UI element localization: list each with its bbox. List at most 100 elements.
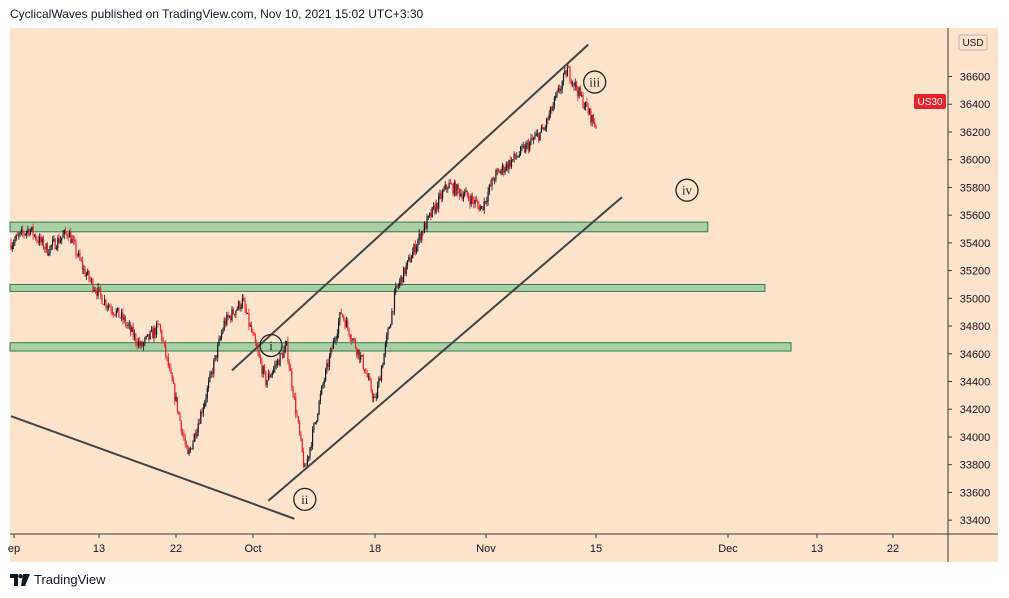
candle-body	[93, 290, 95, 291]
candle-body	[215, 355, 217, 358]
candle-body	[67, 236, 69, 238]
candle-body	[471, 195, 474, 201]
candle-body	[83, 268, 85, 270]
trendline-3[interactable]	[267, 196, 623, 502]
candle-body	[444, 184, 446, 190]
currency-label: USD	[962, 38, 983, 49]
candle-body	[495, 170, 497, 180]
candle-body	[396, 285, 398, 287]
candle-body	[62, 234, 64, 238]
currency-badge[interactable]: USD	[958, 34, 988, 51]
candle-body	[29, 230, 32, 235]
candle-body	[27, 229, 29, 232]
wave-label-text: i	[269, 338, 273, 353]
zone-3[interactable]	[9, 342, 792, 352]
candle-body	[357, 349, 359, 355]
candle-body	[221, 333, 223, 338]
candle-body	[104, 299, 106, 305]
currency-badge-box	[958, 34, 988, 51]
candle-body	[338, 321, 340, 334]
candle-body	[79, 252, 81, 260]
candle-body	[443, 189, 445, 192]
candle-body	[275, 364, 277, 366]
candle-body	[295, 396, 297, 414]
candle-body	[182, 432, 184, 434]
candle-body	[115, 310, 117, 316]
candle-body	[96, 291, 98, 296]
candle-body	[286, 341, 288, 345]
candle-body	[196, 432, 198, 438]
wave-label-1[interactable]: i	[259, 333, 283, 358]
candle-body	[435, 202, 437, 214]
wave-label-circle	[675, 178, 699, 202]
candle-body	[358, 349, 360, 360]
footer[interactable]: TradingView	[10, 572, 106, 587]
candle-body	[40, 236, 42, 243]
trendline-1[interactable]	[10, 415, 295, 520]
candle-body	[276, 360, 279, 365]
candle-body	[178, 411, 180, 414]
candle-body	[418, 233, 420, 241]
candle-body	[356, 347, 358, 355]
y-tick-label: 36400	[960, 99, 991, 111]
candle-body	[14, 239, 16, 244]
wave-label-circle	[259, 333, 283, 358]
candle-body	[163, 341, 165, 345]
trendline-2[interactable]	[231, 43, 589, 372]
candle-body	[327, 362, 329, 367]
candle-body	[508, 160, 510, 170]
wave-label-3[interactable]: iii	[583, 70, 607, 94]
candle-body	[542, 127, 544, 130]
x-tick-label: ep	[8, 543, 20, 555]
candle-body	[274, 364, 276, 369]
candle-body	[48, 253, 50, 256]
candle-body	[243, 297, 245, 301]
candle-body	[124, 317, 126, 325]
candle-body	[331, 348, 333, 350]
candle-body	[122, 312, 124, 320]
candle-body	[283, 349, 285, 358]
footer-brand: TradingView	[34, 572, 106, 587]
candle-body	[217, 345, 219, 358]
candle-body	[474, 200, 476, 204]
candle-body	[132, 327, 134, 337]
candle-body	[105, 299, 107, 307]
candle-body	[98, 287, 100, 289]
candle-body	[130, 324, 132, 332]
candle-body	[566, 67, 568, 77]
candle-body	[325, 369, 327, 381]
candle-body	[423, 222, 425, 233]
candle-body	[258, 352, 260, 357]
candle-body	[400, 276, 402, 282]
time-axis: ep 13 22 Oct 18 Nov 15 Dec 13 22	[8, 534, 899, 555]
candle-body	[425, 222, 427, 229]
candle-body	[500, 170, 502, 174]
candle-body	[139, 341, 141, 346]
candle-body	[75, 242, 77, 255]
price-tag-box	[914, 94, 946, 109]
candle-body	[247, 312, 249, 314]
wave-label-4[interactable]: iv	[675, 178, 699, 202]
zone-2[interactable]	[9, 283, 766, 292]
candle-body	[590, 108, 592, 123]
candle-body	[477, 201, 479, 205]
candle-body	[253, 332, 255, 336]
candle-body	[592, 114, 594, 122]
candle-body	[583, 107, 585, 108]
candle-body	[462, 195, 464, 199]
candle-body	[504, 169, 506, 173]
candle-body	[154, 328, 156, 336]
candle-body	[188, 450, 190, 454]
wave-label-2[interactable]: ii	[293, 487, 317, 511]
candle-body	[293, 396, 295, 398]
candle-body	[530, 138, 532, 143]
candle-body	[332, 340, 334, 349]
candle-body	[365, 372, 367, 374]
zone-1[interactable]	[9, 221, 709, 233]
candle-body	[11, 245, 13, 250]
candle-body	[33, 234, 35, 236]
candle-body	[501, 165, 503, 171]
candle-body	[269, 373, 271, 378]
candle-body	[107, 305, 110, 307]
x-tick-label: 15	[590, 543, 602, 555]
